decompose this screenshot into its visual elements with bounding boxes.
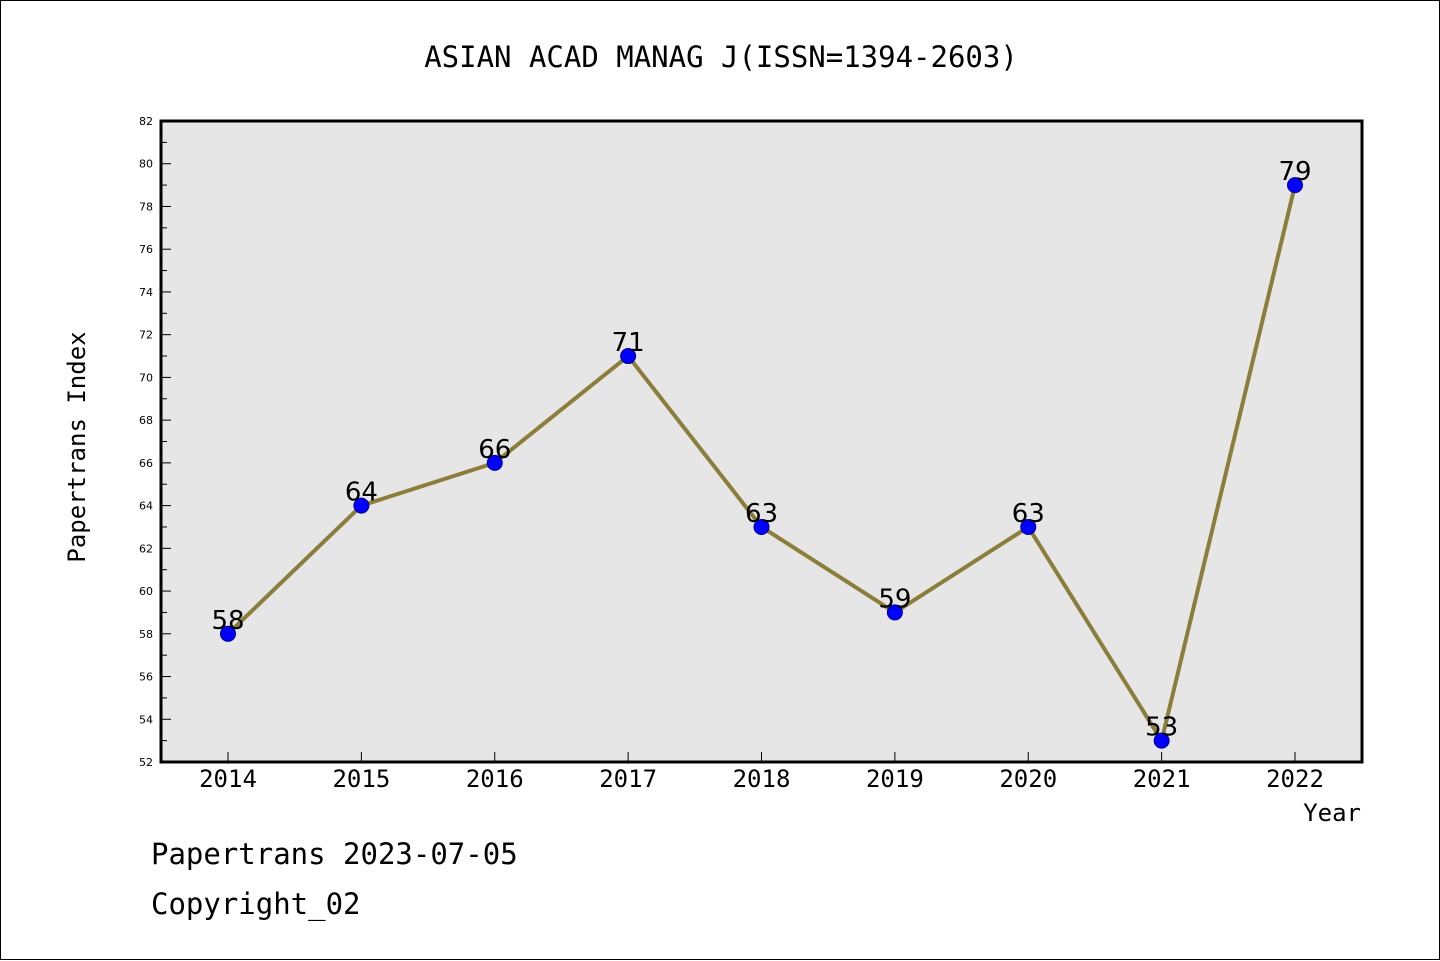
- data-point: [353, 497, 370, 514]
- data-point: [753, 518, 770, 535]
- data-label: 64: [345, 478, 378, 508]
- x-tick-label: 2020: [999, 765, 1057, 793]
- y-tick-label: 76: [139, 243, 153, 256]
- y-tick-label: 52: [139, 756, 153, 769]
- y-tick-label: 58: [139, 628, 153, 641]
- data-label: 59: [878, 584, 911, 614]
- y-tick-label: 74: [139, 286, 153, 299]
- x-tick-label: 2021: [1133, 765, 1191, 793]
- x-tick-label: 2022: [1266, 765, 1324, 793]
- footer-copyright: Copyright_02: [151, 887, 361, 921]
- x-tick-label: 2016: [466, 765, 524, 793]
- y-tick-label: 68: [139, 414, 153, 427]
- y-tick-label: 60: [139, 585, 153, 598]
- data-labels: 58 64 66 71 63 59 63 53 79: [211, 157, 1311, 743]
- y-tick-label: 70: [139, 371, 153, 384]
- data-point: [886, 604, 903, 621]
- plot-border: [159, 119, 1364, 764]
- x-tick-label: 2017: [599, 765, 657, 793]
- y-tick-label: 62: [139, 542, 153, 555]
- y-tick-label: 80: [139, 158, 153, 171]
- data-point: [620, 348, 637, 365]
- x-tick-label: 2018: [733, 765, 791, 793]
- y-tick-label: 78: [139, 200, 153, 213]
- data-point: [1020, 518, 1037, 535]
- data-label: 58: [211, 606, 244, 636]
- x-tick-label: 2014: [199, 765, 257, 793]
- x-axis: 2014 2015 2016 2017 2018 2019 2020 2021 2022: [199, 752, 1324, 793]
- data-label: 53: [1145, 713, 1178, 743]
- data-points: [220, 177, 1303, 749]
- y-axis-label: Papertrans Index: [63, 331, 91, 562]
- data-label: 79: [1278, 157, 1311, 187]
- data-label: 71: [612, 328, 645, 358]
- chart-title: ASIAN ACAD MANAG J(ISSN=1394-2603): [424, 40, 1018, 74]
- data-point: [220, 625, 236, 642]
- data-label: 63: [1012, 499, 1045, 529]
- y-tick-label: 72: [139, 329, 153, 342]
- y-tick-label: 56: [139, 671, 153, 684]
- footer-date: Papertrans 2023-07-05: [151, 837, 518, 871]
- data-point: [1287, 177, 1303, 194]
- x-axis-label: Year: [1303, 799, 1361, 827]
- x-tick-label: 2019: [866, 765, 924, 793]
- y-tick-label: 64: [139, 500, 153, 513]
- y-tick-label: 66: [139, 457, 153, 470]
- data-point: [486, 454, 503, 471]
- x-tick-label: 2015: [332, 765, 390, 793]
- plot-area: [161, 121, 1362, 762]
- y-tick-label: 82: [139, 115, 153, 128]
- data-label: 63: [745, 499, 778, 529]
- y-tick-label: 54: [139, 713, 153, 726]
- y-axis: 52 54 56 58 60 62 64 66 68 70 72 74 76 78 80 82: [139, 115, 171, 769]
- data-point: [1153, 732, 1170, 749]
- data-label: 66: [478, 435, 511, 465]
